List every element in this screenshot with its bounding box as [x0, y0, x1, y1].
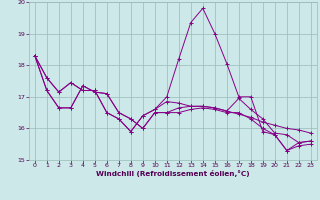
X-axis label: Windchill (Refroidissement éolien,°C): Windchill (Refroidissement éolien,°C) — [96, 170, 250, 177]
